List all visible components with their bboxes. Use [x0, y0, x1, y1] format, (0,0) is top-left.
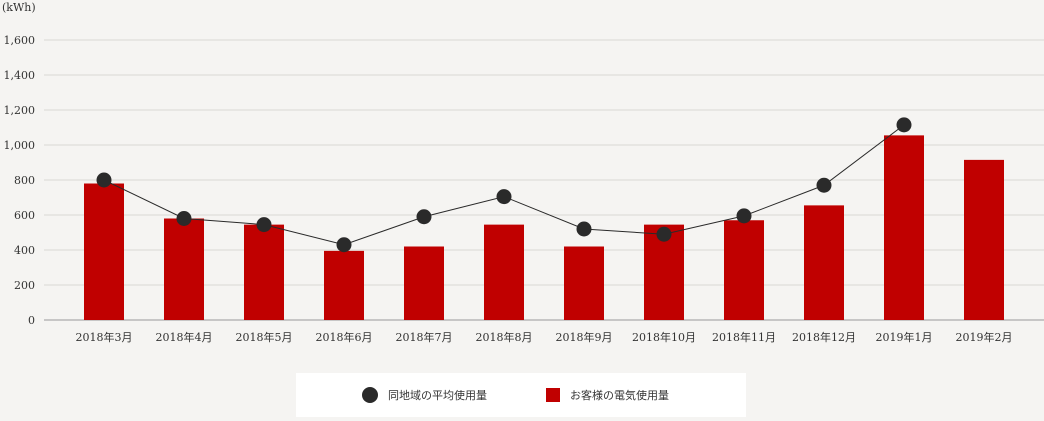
bar-7 [564, 246, 604, 320]
legend-label-usage: お客様の電気使用量 [570, 389, 669, 402]
bar-12 [964, 159, 1004, 320]
average-point-1 [96, 172, 112, 188]
x-tick-label: 2018年10月 [632, 330, 696, 344]
x-tick-label: 2018年11月 [712, 330, 776, 344]
x-tick-label: 2018年4月 [156, 330, 213, 344]
y-tick-label: 1,600 [4, 34, 36, 47]
y-tick-label: 200 [14, 279, 35, 292]
bar-4 [324, 250, 364, 320]
x-tick-label: 2018年8月 [476, 330, 533, 344]
legend-dot-icon [362, 387, 378, 403]
average-point-7 [576, 221, 592, 237]
bar-10 [804, 205, 844, 320]
y-tick-label: 600 [14, 209, 35, 222]
x-tick-label: 2018年6月 [316, 330, 373, 344]
legend-item-usage: お客様の電気使用量 [546, 387, 669, 403]
bar-2 [164, 218, 204, 320]
bar-3 [244, 224, 284, 320]
average-point-8 [656, 226, 672, 242]
x-tick-label: 2018年5月 [236, 330, 293, 344]
average-point-6 [496, 189, 512, 205]
y-tick-label: 1,000 [4, 139, 36, 152]
bar-5 [404, 246, 444, 320]
x-tick-label: 2018年7月 [396, 330, 453, 344]
y-tick-label: 0 [28, 314, 35, 327]
x-tick-label: 2018年9月 [556, 330, 613, 344]
legend-item-average: 同地域の平均使用量 [362, 387, 487, 403]
x-tick-label: 2018年3月 [76, 330, 133, 344]
x-tick-label: 2019年2月 [956, 330, 1013, 344]
y-tick-label: 800 [14, 174, 35, 187]
y-tick-label: 400 [14, 244, 35, 257]
bar-1 [84, 183, 124, 320]
legend-label-average: 同地域の平均使用量 [388, 389, 487, 402]
average-point-5 [416, 209, 432, 225]
x-tick-label: 2018年12月 [792, 330, 856, 344]
average-point-4 [336, 237, 352, 253]
average-point-2 [176, 211, 192, 226]
legend: 同地域の平均使用量 お客様の電気使用量 [296, 373, 746, 417]
y-tick-label: 1,400 [4, 69, 36, 82]
legend-square-icon [546, 388, 560, 402]
average-point-9 [736, 208, 752, 224]
average-point-10 [816, 177, 832, 193]
x-tick-label: 2019年1月 [876, 330, 933, 344]
y-axis-unit-label: (kWh) [2, 1, 36, 14]
y-tick-label: 1,200 [4, 104, 36, 117]
bar-6 [484, 224, 524, 320]
bar-11 [884, 135, 924, 320]
average-point-11 [896, 117, 912, 133]
bar-9 [724, 220, 764, 320]
average-point-3 [256, 217, 272, 233]
